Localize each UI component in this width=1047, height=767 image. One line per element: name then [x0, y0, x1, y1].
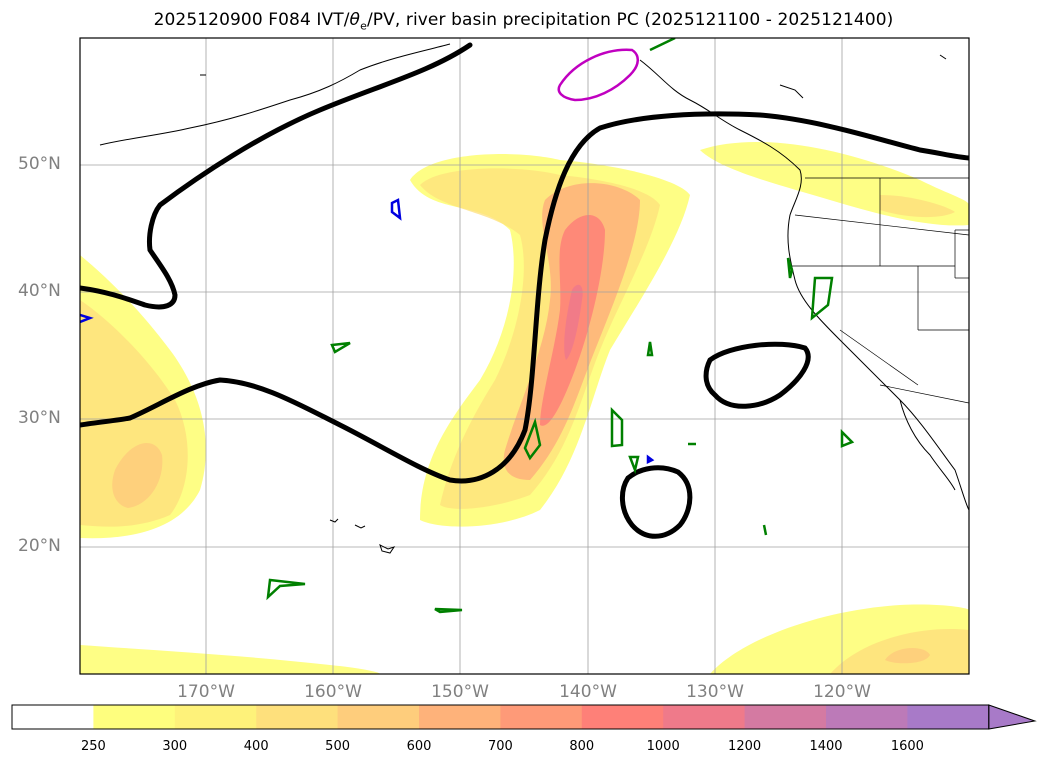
lon-label-140w: 140°W: [559, 682, 617, 702]
colorbar-segment: [256, 705, 339, 729]
lat-label-30n: 30°N: [18, 408, 61, 428]
colorbar-tick-label: 400: [243, 739, 269, 754]
colorbar-segment: [93, 705, 176, 729]
colorbar-segment: [419, 705, 501, 729]
colorbar: [11, 704, 1037, 730]
lat-label-20n: 20°N: [18, 536, 61, 556]
theta-e-pv-contours: [80, 42, 969, 539]
colorbar-segment: [907, 705, 990, 729]
lat-label-50n: 50°N: [18, 154, 61, 174]
ivt-shading: [80, 141, 969, 674]
lon-label-170w: 170°W: [177, 682, 235, 702]
colorbar-tick-label: 1000: [646, 739, 680, 754]
lon-label-120w: 120°W: [813, 682, 871, 702]
ivt-plume-west-3: [112, 443, 163, 508]
colorbar-extend-arrow: [988, 704, 1037, 730]
ivt-plume-south-east-3: [885, 648, 930, 664]
colorbar-segment: [663, 705, 746, 729]
colorbar-tick-label: 1200: [728, 739, 762, 754]
colorbar-tick-label: 800: [569, 739, 595, 754]
colorbar-segment: [337, 705, 420, 729]
precip-pc-contours-green: [266, 38, 855, 614]
colorbar-tick-label: 700: [487, 739, 513, 754]
borders: [790, 177, 969, 404]
precip-pc-contours-blue: [80, 198, 655, 465]
lon-label-160w: 160°W: [304, 682, 362, 702]
colorbar-segment: [581, 705, 664, 729]
colorbar-tick-label: 300: [162, 739, 188, 754]
colorbar-segment: [174, 705, 257, 729]
colorbar-frame: [11, 704, 990, 730]
lon-label-150w: 150°W: [431, 682, 489, 702]
colorbar-tick-label: 250: [80, 739, 106, 754]
plot-frame: [79, 37, 970, 675]
map-title: 2025120900 F084 IVT/θe/PV, river basin p…: [153, 10, 894, 33]
lon-label-130w: 130°W: [686, 682, 744, 702]
colorbar-segment: [826, 705, 908, 729]
ivt-plume-northeast-2: [880, 195, 955, 218]
precip-pc-contours-magenta: [557, 48, 639, 102]
colorbar-segment: [12, 705, 94, 729]
lat-label-40n: 40°N: [18, 281, 61, 301]
ivt-plume-main-5: [564, 284, 583, 360]
colorbar-tick-label: 1600: [890, 739, 924, 754]
colorbar-tick-label: 1400: [809, 739, 843, 754]
graticule: [80, 38, 969, 674]
colorbar-tick-label: 500: [325, 739, 351, 754]
colorbar-segment: [744, 705, 827, 729]
ivt-plume-south-west: [80, 645, 380, 674]
colorbar-segment: [500, 705, 583, 729]
colorbar-tick-label: 600: [406, 739, 432, 754]
